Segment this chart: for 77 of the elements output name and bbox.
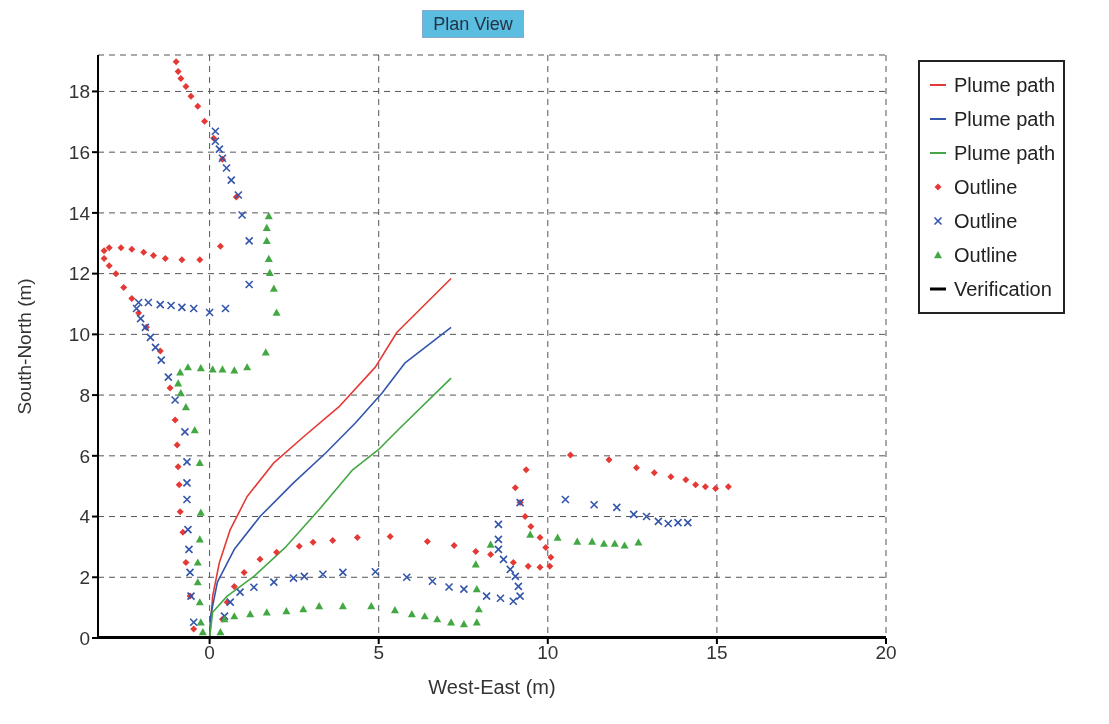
y-tick-label: 18	[68, 81, 90, 103]
point	[196, 618, 205, 626]
x-tick-label: 15	[706, 642, 728, 664]
point	[262, 236, 271, 245]
point	[176, 368, 185, 376]
point	[181, 402, 190, 411]
point	[610, 539, 619, 547]
point	[407, 610, 416, 618]
x-tick-label: 10	[537, 642, 559, 664]
point	[599, 539, 608, 547]
point	[471, 560, 480, 568]
y-tick-label: 16	[68, 141, 90, 163]
point	[472, 585, 481, 593]
point	[195, 535, 204, 543]
y-tick-label: 14	[68, 202, 91, 224]
y-tick-label: 6	[79, 445, 90, 467]
legend-label: Outline	[954, 209, 1018, 233]
point	[174, 379, 183, 387]
x-tick-label: 20	[875, 642, 897, 664]
point	[367, 602, 376, 610]
point	[190, 426, 199, 434]
point	[193, 558, 202, 566]
y-tick-label: 2	[79, 567, 90, 589]
point	[265, 268, 274, 276]
y-tick-label: 12	[68, 263, 90, 285]
point	[474, 605, 483, 613]
point	[196, 364, 205, 372]
legend-label: Plume path	[954, 141, 1056, 165]
point	[526, 530, 535, 538]
legend-label: Outline	[954, 175, 1018, 199]
point	[195, 598, 204, 606]
legend-label: Plume path	[954, 73, 1056, 97]
point	[243, 363, 252, 371]
point	[459, 620, 468, 628]
point	[272, 308, 281, 316]
point	[420, 612, 429, 620]
point	[262, 608, 271, 616]
y-tick-label: 4	[79, 506, 91, 528]
point	[176, 388, 185, 397]
x-axis-title: West-East (m)	[428, 676, 556, 698]
point	[262, 223, 271, 231]
point	[195, 458, 204, 466]
y-axis-title: South-North (m)	[13, 278, 35, 415]
legend-label: Outline	[954, 243, 1018, 267]
point	[230, 366, 239, 374]
y-tick-label: 0	[79, 627, 90, 649]
point	[433, 615, 442, 623]
x-tick-label: 5	[373, 642, 384, 664]
point	[573, 537, 582, 545]
x-tick-label: 0	[204, 642, 215, 664]
y-tick-label: 8	[79, 384, 90, 406]
y-tick-label: 10	[68, 324, 90, 346]
point	[230, 612, 239, 620]
point	[264, 211, 273, 220]
point	[634, 538, 643, 546]
point	[315, 602, 324, 610]
point	[338, 602, 347, 610]
point	[261, 348, 270, 356]
point	[486, 540, 495, 548]
point	[390, 606, 399, 614]
point	[269, 284, 278, 292]
point	[472, 618, 481, 626]
point	[264, 254, 273, 262]
point	[193, 578, 202, 586]
line-series	[208, 377, 452, 638]
point	[588, 537, 597, 545]
point	[620, 541, 629, 549]
point	[198, 627, 207, 636]
chart-title: Plan View	[422, 10, 524, 38]
point	[282, 606, 291, 615]
point	[299, 605, 308, 613]
legend-label: Plume path	[954, 107, 1056, 131]
point	[216, 627, 225, 636]
point	[196, 508, 205, 516]
point	[553, 533, 562, 541]
legend-label: Verification	[954, 277, 1052, 301]
point	[246, 610, 255, 618]
